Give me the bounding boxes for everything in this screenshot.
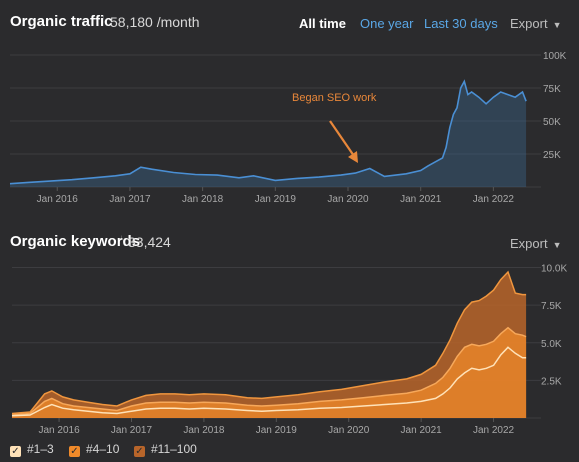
info-icon[interactable]: ⁱ [103, 14, 105, 23]
y-tick-label: 5.0K [541, 339, 562, 350]
tab-one-year[interactable]: One year [360, 16, 414, 31]
keywords-title: Organic keywords [10, 233, 141, 250]
checkbox-checked-icon[interactable]: ✓ [134, 446, 145, 457]
series-area [12, 272, 527, 418]
x-tick-label: Jan 2016 [37, 194, 79, 205]
traffic-title: Organic traffic [10, 13, 113, 30]
x-tick-label: Jan 2019 [255, 194, 297, 205]
keywords-header: Organic keywords ⁱ 33,424 Export ▼ [10, 230, 569, 254]
x-tick-label: Jan 2020 [327, 194, 369, 205]
traffic-line [9, 79, 527, 185]
tab-all-time[interactable]: All time [299, 16, 346, 31]
organic-traffic-panel: Organic traffic ⁱ 58,180 /month All time… [0, 0, 579, 220]
x-tick-label: Jan 2017 [109, 194, 151, 205]
x-tick-label: Jan 2022 [473, 194, 515, 205]
x-tick-label: Jan 2018 [183, 425, 225, 436]
info-icon[interactable]: ⁱ [121, 234, 123, 243]
keywords-chart: 2.5K 5.0K 7.5K 10.0K Jan 2016 Jan 2017 Jan 201… [11, 264, 567, 436]
legend-label: #4–10 [86, 442, 120, 456]
annotation-arrow [329, 120, 355, 157]
legend-label: #11–100 [151, 442, 197, 456]
checkbox-checked-icon[interactable]: ✓ [10, 446, 21, 457]
organic-keywords-panel: Organic keywords ⁱ 33,424 Export ▼ 2.5K 5.… [0, 220, 579, 462]
export-label: Export [510, 236, 548, 251]
legend-item-top100[interactable]: ✓ #11–100 [134, 442, 197, 457]
y-tick-label: 50K [543, 117, 561, 128]
checkbox-checked-icon[interactable]: ✓ [69, 446, 80, 457]
annotation-label: Began SEO work [292, 92, 377, 104]
keywords-value: 33,424 [128, 234, 171, 250]
x-tick-label: Jan 2022 [473, 425, 515, 436]
series-line [11, 346, 527, 417]
legend-item-top3[interactable]: ✓ #1–3 [10, 442, 54, 457]
export-label: Export [510, 16, 548, 31]
x-tick-label: Jan 2016 [38, 425, 80, 436]
x-tick-label: Jan 2021 [401, 425, 443, 436]
legend-item-top10[interactable]: ✓ #4–10 [69, 442, 119, 457]
traffic-export-button[interactable]: Export ▼ [510, 16, 562, 31]
y-tick-label: 2.5K [541, 376, 562, 387]
y-tick-label: 100K [543, 51, 567, 62]
series-line [11, 326, 527, 416]
caret-down-icon: ▼ [552, 20, 562, 30]
traffic-area [10, 81, 527, 187]
caret-down-icon: ▼ [552, 240, 562, 250]
series-area [12, 327, 527, 418]
arrow-head-icon [348, 151, 358, 163]
x-tick-label: Jan 2020 [328, 425, 370, 436]
series-line [11, 270, 527, 415]
y-tick-label: 75K [543, 84, 561, 95]
y-tick-label: 7.5K [541, 301, 562, 312]
y-tick-label: 10.0K [541, 264, 567, 275]
x-tick-label: Jan 2021 [400, 194, 442, 205]
traffic-chart: 25K 50K 75K 100K Jan 2016 Jan 2017 Jan 2018 Jan… [9, 51, 567, 205]
x-tick-label: Jan 2018 [182, 194, 224, 205]
x-tick-label: Jan 2017 [111, 425, 153, 436]
x-tick-label: Jan 2019 [256, 425, 298, 436]
tab-last-30-days[interactable]: Last 30 days [424, 16, 498, 31]
legend-label: #1–3 [27, 442, 54, 456]
y-tick-label: 25K [543, 150, 561, 161]
traffic-value: 58,180 /month [110, 14, 200, 30]
traffic-header: Organic traffic ⁱ 58,180 /month All time… [10, 10, 569, 34]
keywords-export-button[interactable]: Export ▼ [510, 236, 562, 251]
